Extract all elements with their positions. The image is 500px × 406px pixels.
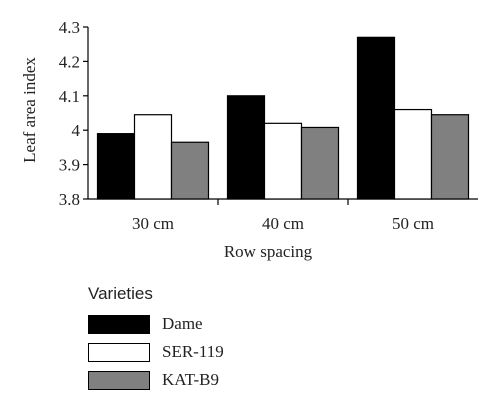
legend: Varieties Dame SER-119 KAT-B9 (88, 284, 224, 394)
x-tick-label: 30 cm (132, 214, 174, 233)
bar-chart: 3.8 3.9 4 4.1 4.2 4.3 30 cm 40 cm 50 cm Leaf are… (20, 18, 478, 261)
y-tick-label: 4.1 (59, 87, 80, 106)
legend-item-dame: Dame (88, 310, 224, 338)
legend-label-dame: Dame (162, 314, 203, 333)
bar-kat-b9-30-cm (170, 141, 210, 200)
legend-swatch-kat-b9 (88, 370, 150, 390)
legend-swatch-ser-119 (88, 342, 150, 362)
y-axis-label: Leaf area index (20, 57, 39, 163)
bar-kat-b9-50-cm (430, 114, 470, 200)
x-tick-label: 50 cm (392, 214, 434, 233)
legend-item-ser-119: SER-119 (88, 338, 224, 366)
bar-ser-119-30-cm (133, 114, 173, 200)
bar-dame-50-cm (356, 36, 396, 200)
x-tick-label: 40 cm (262, 214, 304, 233)
bar-ser-119-50-cm (393, 108, 433, 200)
legend-swatch-dame (88, 314, 150, 334)
bar-kat-b9-40-cm (300, 126, 340, 200)
legend-title: Varieties (88, 284, 153, 303)
y-tick-label: 4.3 (59, 18, 80, 37)
plot-area: 3.8 3.9 4 4.1 4.2 4.3 30 cm 40 cm 50 cm (59, 18, 478, 233)
y-tick-label: 4 (72, 121, 81, 140)
y-tick-label: 3.9 (59, 156, 80, 175)
x-axis-label: Row spacing (224, 242, 313, 261)
bar-dame-40-cm (226, 95, 266, 200)
legend-label-kat-b9: KAT-B9 (162, 370, 219, 389)
bar-ser-119-40-cm (263, 122, 303, 200)
y-tick-label: 4.2 (59, 52, 80, 71)
legend-item-kat-b9: KAT-B9 (88, 366, 224, 394)
legend-label-ser-119: SER-119 (162, 342, 224, 361)
y-tick-label: 3.8 (59, 190, 80, 209)
bar-dame-30-cm (96, 133, 136, 200)
